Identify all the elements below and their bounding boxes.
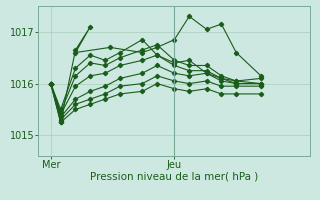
- X-axis label: Pression niveau de la mer( hPa ): Pression niveau de la mer( hPa ): [90, 172, 259, 182]
